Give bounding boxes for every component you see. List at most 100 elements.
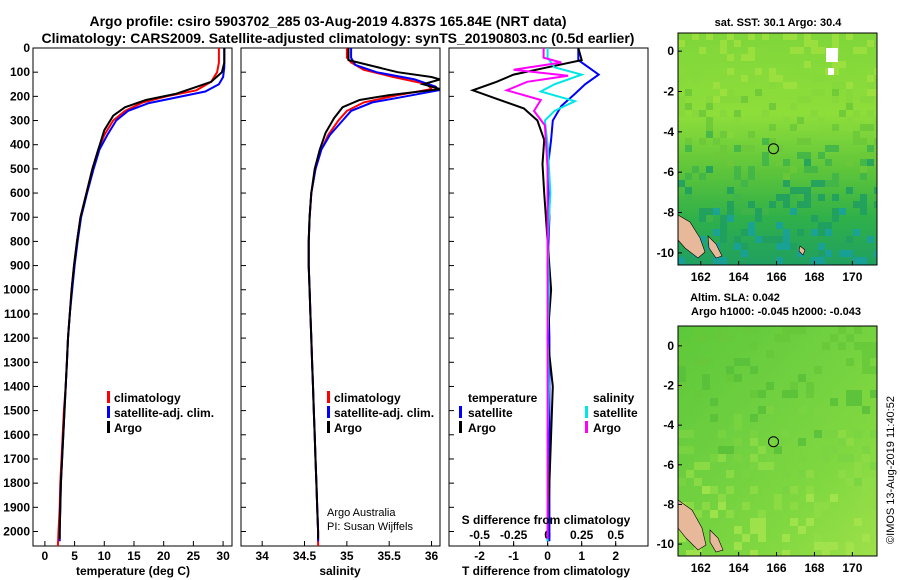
map-cell bbox=[838, 326, 846, 334]
map-cell bbox=[790, 166, 797, 173]
map-cell bbox=[854, 398, 862, 406]
map-cell bbox=[776, 159, 783, 166]
map-cell bbox=[870, 342, 877, 350]
map-cell bbox=[790, 124, 797, 131]
depth-tick-label: 300 bbox=[10, 114, 30, 128]
map-cell bbox=[783, 159, 790, 166]
map-cell bbox=[814, 406, 822, 414]
map-cell bbox=[867, 145, 874, 152]
map-y-tick-label: -8 bbox=[663, 497, 674, 511]
map-cell bbox=[750, 430, 758, 438]
map-cell bbox=[874, 187, 877, 194]
map-cell bbox=[804, 124, 811, 131]
map-cell bbox=[748, 173, 755, 180]
map-cell bbox=[699, 68, 706, 75]
map-cell bbox=[846, 542, 854, 550]
map-cell bbox=[769, 82, 776, 89]
series-line-argo bbox=[307, 48, 440, 539]
map-cell bbox=[755, 68, 762, 75]
map-cell bbox=[758, 406, 766, 414]
map-cell bbox=[797, 201, 804, 208]
map-cell bbox=[811, 124, 818, 131]
map-cell bbox=[790, 243, 797, 250]
map-cell bbox=[702, 462, 710, 470]
map-cell bbox=[811, 257, 818, 264]
map-cell bbox=[727, 159, 734, 166]
depth-tick-label: 900 bbox=[10, 259, 30, 273]
x-tick-label: 0 bbox=[42, 549, 49, 563]
map-cell bbox=[706, 96, 713, 103]
map-x-tick-label: 170 bbox=[842, 561, 862, 575]
map-cell bbox=[798, 406, 806, 414]
s-difference-axis-label: S difference from climatology bbox=[462, 513, 631, 527]
map-cell bbox=[678, 180, 685, 187]
map-cell bbox=[825, 159, 832, 166]
s-tick-label: 0.25 bbox=[570, 528, 594, 542]
map-cell bbox=[811, 180, 818, 187]
map-cell bbox=[766, 438, 774, 446]
map-cell bbox=[832, 96, 839, 103]
map-cell bbox=[686, 550, 694, 556]
sst-map-frame bbox=[677, 32, 878, 266]
map-cell bbox=[874, 131, 877, 138]
map-cell bbox=[811, 215, 818, 222]
imos-timestamp: ©IMOS 13-Aug-2019 11:40:52 bbox=[885, 396, 897, 544]
map-cell bbox=[790, 518, 798, 526]
map-cell bbox=[782, 430, 790, 438]
map-cell bbox=[818, 194, 825, 201]
map-cell bbox=[758, 510, 766, 518]
map-cell bbox=[832, 173, 839, 180]
map-cell bbox=[769, 103, 776, 110]
map-cell bbox=[776, 257, 783, 264]
map-cell bbox=[727, 96, 734, 103]
map-cell bbox=[706, 215, 713, 222]
map-cell bbox=[846, 398, 854, 406]
map-cell bbox=[782, 470, 790, 478]
map-cell bbox=[811, 229, 818, 236]
depth-tick-label: 100 bbox=[10, 65, 30, 79]
map-cell bbox=[790, 326, 798, 334]
map-cell bbox=[718, 430, 726, 438]
map-cell bbox=[734, 54, 741, 61]
map-x-tick-label: 166 bbox=[767, 561, 787, 575]
map-cell bbox=[750, 550, 758, 556]
map-cell bbox=[720, 222, 727, 229]
map-cell bbox=[694, 334, 702, 342]
map-cell bbox=[678, 430, 686, 438]
map-cell bbox=[867, 82, 874, 89]
map-cell bbox=[839, 82, 846, 89]
map-cell bbox=[685, 187, 692, 194]
x-tick-label: 10 bbox=[98, 549, 112, 563]
map-cell bbox=[846, 117, 853, 124]
map-cell bbox=[804, 152, 811, 159]
map-cell bbox=[846, 438, 854, 446]
map-cell bbox=[811, 75, 818, 82]
x-tick-label: 1 bbox=[578, 549, 585, 563]
map-cell bbox=[818, 257, 825, 264]
series-line-satellite-adj-clim- bbox=[58, 48, 226, 542]
map-cell bbox=[758, 462, 766, 470]
legend-argo-label: Argo bbox=[114, 421, 142, 435]
map-cell bbox=[685, 194, 692, 201]
legend-salinity-heading: salinity bbox=[593, 391, 635, 405]
map-cell bbox=[755, 236, 762, 243]
map-cell bbox=[862, 406, 870, 414]
depth-tick-label: 600 bbox=[10, 186, 30, 200]
map-cell bbox=[846, 33, 853, 40]
map-cell bbox=[782, 326, 790, 334]
map-cell bbox=[862, 486, 870, 494]
map-cell bbox=[734, 542, 742, 550]
map-cell bbox=[860, 208, 867, 215]
map-cell bbox=[782, 486, 790, 494]
map-cell bbox=[830, 446, 838, 454]
map-cell bbox=[867, 152, 874, 159]
map-cell bbox=[797, 68, 804, 75]
map-cell bbox=[838, 342, 846, 350]
depth-tick-label: 500 bbox=[10, 162, 30, 176]
map-cell bbox=[814, 542, 822, 550]
map-cell bbox=[854, 342, 862, 350]
map-cell bbox=[741, 75, 748, 82]
map-cell bbox=[678, 110, 685, 117]
map-cell bbox=[706, 33, 713, 40]
map-cell bbox=[874, 138, 877, 145]
